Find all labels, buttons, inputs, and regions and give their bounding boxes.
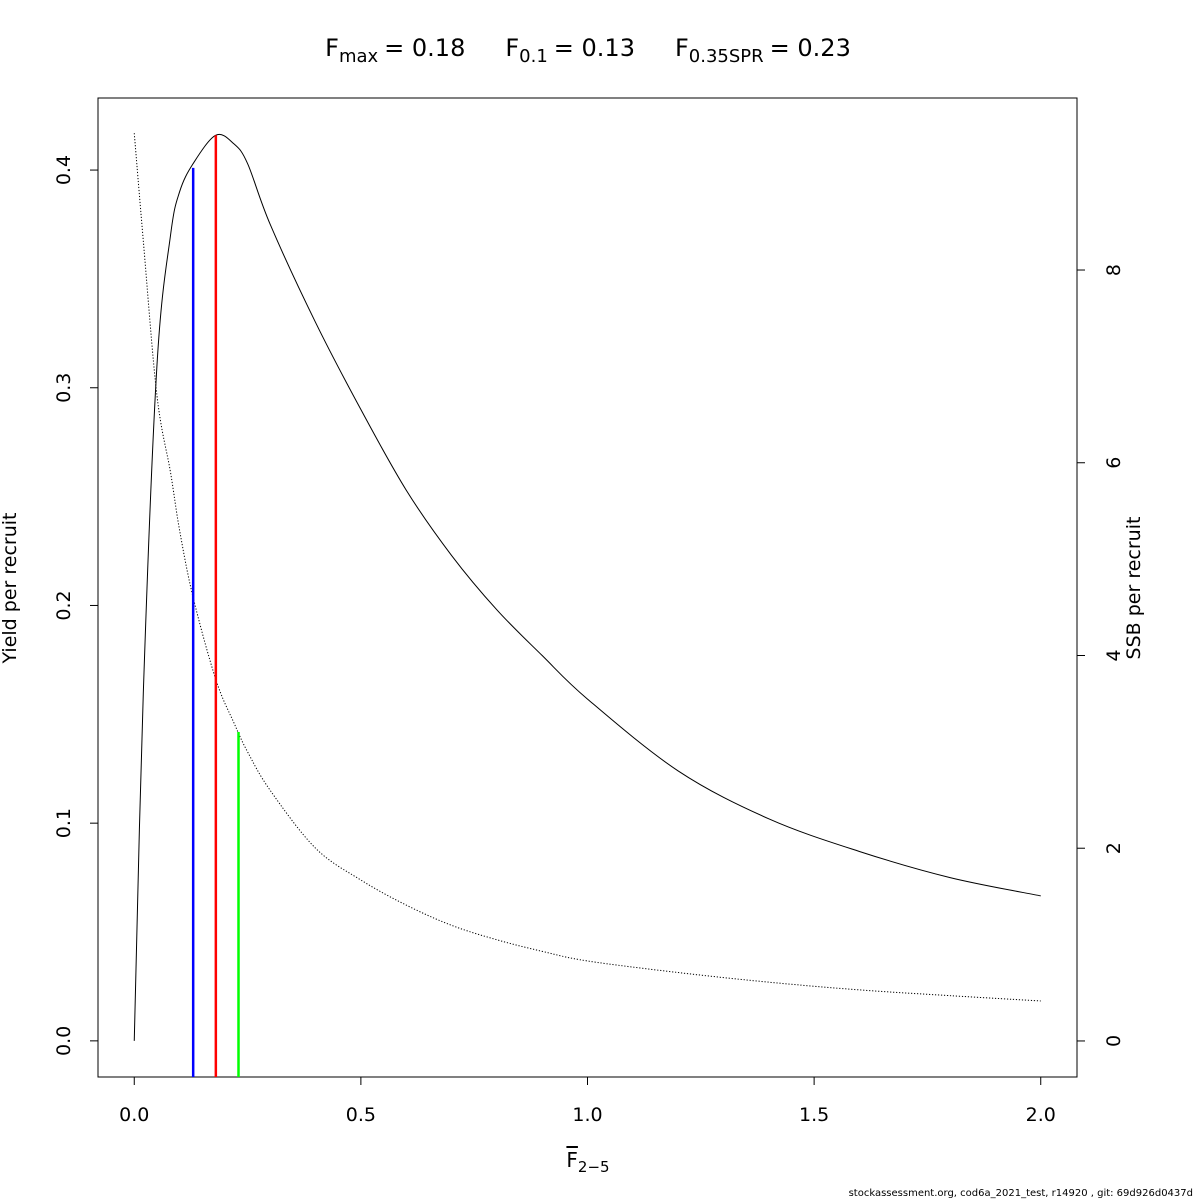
y2-tick-label: 8 (1103, 264, 1125, 276)
title-symbol: F (675, 34, 689, 62)
x-tick-label: 0.5 (346, 1104, 376, 1126)
x-tick-label: 1.0 (572, 1104, 602, 1126)
x-tick-label: 2.0 (1026, 1104, 1056, 1126)
title-value: = 0.23 (770, 34, 851, 62)
title-symbol: F (505, 34, 519, 62)
x-tick-label: 1.5 (799, 1104, 829, 1126)
y-tick-label: 0.1 (53, 808, 75, 838)
chart-title: Fmax = 0.18 F0.1 = 0.13 F0.35SPR = 0.23 (325, 34, 851, 67)
title-subscript: 0.35SPR (689, 46, 764, 67)
series-line (133, 133, 1041, 1002)
x-label-symbol: F (566, 1148, 578, 1172)
y2-tick-label: 2 (1103, 842, 1125, 854)
y-tick-label: 0.4 (53, 155, 75, 185)
y2-tick-label: 6 (1103, 457, 1125, 469)
y2-tick-label: 0 (1103, 1035, 1125, 1047)
x-label-subscript: 2−5 (578, 1158, 610, 1176)
title-subscript: max (339, 46, 379, 67)
x-axis-label: F2−5 (566, 1148, 609, 1176)
title-value: = 0.18 (384, 34, 465, 62)
series-line (133, 133, 1041, 1041)
y-tick-label: 0.2 (53, 590, 75, 620)
plot-frame (97, 97, 1078, 1078)
y-tick-label: 0.0 (53, 1026, 75, 1056)
y2-axis-label: SSB per recruit (1123, 517, 1145, 660)
x-tick-label: 0.0 (119, 1104, 149, 1126)
title-symbol: F (325, 34, 339, 62)
title-subscript: 0.1 (519, 46, 548, 67)
y2-tick-label: 4 (1103, 649, 1125, 661)
y-axis-label: Yield per recruit (0, 513, 21, 665)
title-value: = 0.13 (554, 34, 635, 62)
footer: stockassessment.org, cod6a_2021_test, r1… (849, 1188, 1193, 1199)
y-tick-label: 0.3 (53, 373, 75, 403)
